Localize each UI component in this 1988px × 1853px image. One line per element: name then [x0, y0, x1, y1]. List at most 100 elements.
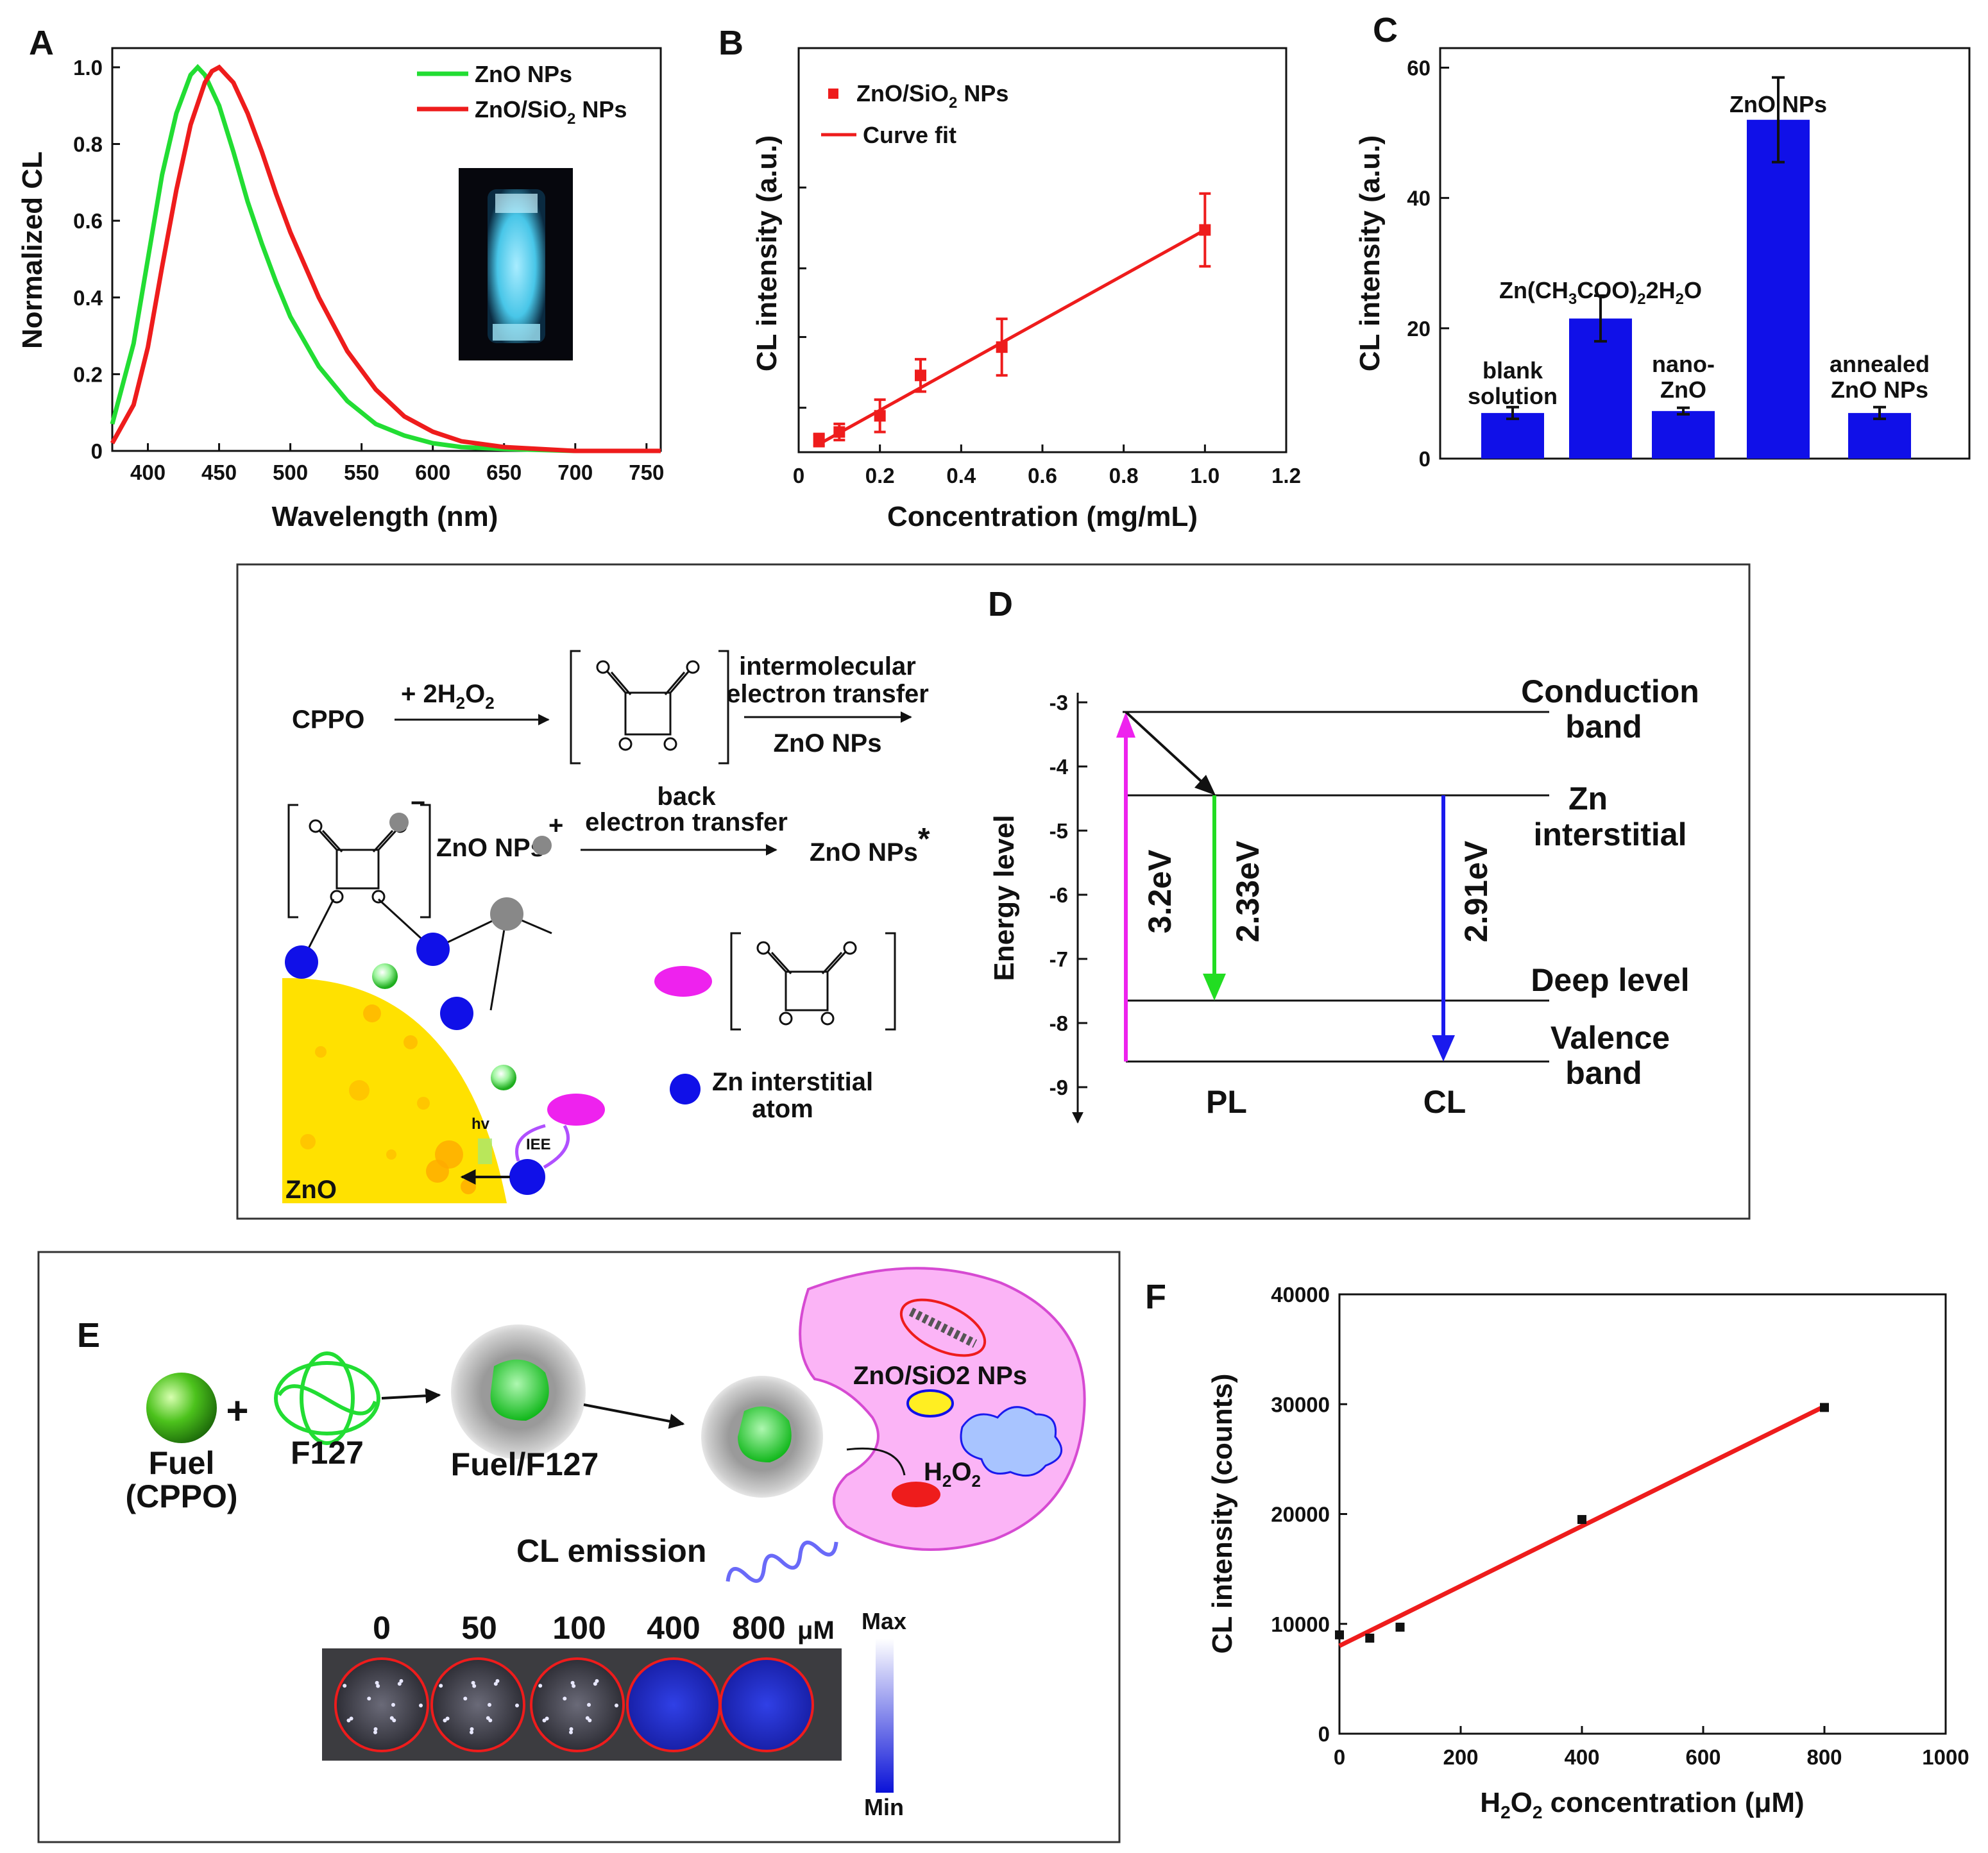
data-point-f [1820, 1403, 1829, 1412]
y-tick-label-f: 20000 [1271, 1503, 1330, 1527]
well-speck [346, 1718, 351, 1723]
scale-min-label: Min [864, 1794, 904, 1820]
well-speck [614, 1704, 618, 1708]
fuel-label-1: Fuel [149, 1445, 215, 1481]
panel-e-frame [37, 1251, 1121, 1843]
x-tick-label-f: 200 [1443, 1745, 1478, 1769]
electron-icon [389, 813, 409, 832]
axis-ticks-b: 0 0.2 0.4 0.6 0.8 1.0 1.2 [793, 186, 1301, 487]
data-point-b [874, 410, 886, 422]
zn-atom-icon [509, 1159, 545, 1195]
well [432, 1659, 524, 1751]
well-outline [719, 1657, 814, 1752]
radical-anion-structure [287, 804, 431, 918]
panel-e: E Fuel (CPPO) + F127 Fuel/F127 ZnO/SiO2 … [37, 1251, 1121, 1843]
energy-tick-label: -4 [1049, 755, 1069, 779]
y-tick-label-c: 0 [1419, 447, 1431, 471]
plot-frame-a [111, 47, 662, 452]
y-tick-label-f: 30000 [1271, 1392, 1330, 1416]
arrow-to-micelle [381, 1388, 441, 1404]
well-speck [470, 1727, 474, 1731]
x-tick-label-b: 1.2 [1271, 464, 1301, 487]
y-tick-label-f: 10000 [1271, 1612, 1330, 1636]
bar-label-zinc-acetate: Zn(CH3COO)22H2O [1499, 277, 1702, 308]
plus-charge: + [548, 811, 563, 840]
well-speck [495, 1679, 500, 1683]
bar-label-nano-zno-2: ZnO [1660, 377, 1706, 403]
series-line-zno-nps [110, 63, 661, 453]
well-speck [486, 1716, 490, 1720]
well-label-400: 400 [647, 1610, 700, 1646]
legend-label-b-fit: Curve fit [863, 122, 956, 148]
data-points-f [1335, 1403, 1829, 1643]
well-speck [493, 1682, 498, 1686]
data-points-b [813, 192, 1211, 448]
plot-frame-b [797, 47, 1287, 453]
data-point-b [813, 434, 825, 446]
data-point-b [1199, 224, 1211, 236]
well-speck [418, 1704, 423, 1708]
green-sphere-icon [491, 1065, 516, 1090]
hole-sphere-icon [490, 897, 523, 931]
bar-c [1848, 412, 1911, 459]
well-speck [376, 1684, 380, 1688]
magenta-ellipse-icon [547, 1094, 605, 1126]
well-speck [488, 1703, 491, 1707]
well-speck [349, 1716, 353, 1721]
level-label-valence-2: band [1565, 1055, 1642, 1091]
well-label-100: 100 [552, 1610, 606, 1646]
well-speck [373, 1727, 378, 1731]
f127-label: F127 [291, 1435, 364, 1471]
back-transfer-label-1: back [657, 783, 716, 811]
legend-label-zno-sio2: ZnO/SiO2 NPs [475, 96, 627, 128]
bar-c [1481, 412, 1544, 459]
well-speck [545, 1716, 549, 1721]
well-speck [595, 1679, 599, 1683]
panel-c: C 0 20 40 60 CL intensity (a.u.) blank solu… [1354, 11, 1971, 471]
x-tick-label-f: 400 [1564, 1745, 1599, 1769]
panel-label-e: E [77, 1316, 100, 1355]
x-tick-label-a: 450 [201, 461, 237, 484]
x-tick-label-a: 600 [415, 461, 450, 484]
well-speck [593, 1682, 597, 1686]
bar-label-blank-2: solution [1468, 383, 1558, 409]
y-axis-label-b: CL intensity (a.u.) [751, 135, 783, 371]
data-point-f [1365, 1634, 1375, 1643]
series-line-zno-sio2-nps [110, 64, 661, 453]
axis-ticks-c: 0 20 40 60 [1407, 56, 1449, 471]
well-speck [470, 1730, 474, 1734]
arrow-to-cell [583, 1403, 685, 1429]
x-tick-label-f: 800 [1806, 1745, 1842, 1769]
x-tick-label-f: 600 [1685, 1745, 1720, 1769]
panel-label-b: B [718, 24, 743, 62]
hole-icon [532, 836, 552, 855]
x-tick-label-b: 1.0 [1190, 464, 1219, 487]
well-unit: μM [797, 1616, 835, 1645]
legend-a: ZnO NPs ZnO/SiO2 NPs [417, 61, 627, 128]
bar-c [1652, 410, 1715, 459]
well-speck [367, 1696, 371, 1701]
pl-label: PL [1206, 1084, 1247, 1120]
plot-frame-f [1338, 1293, 1947, 1735]
zno-excited-label: ZnO NPs* [810, 822, 930, 867]
x-tick-label-f: 1000 [1922, 1745, 1969, 1769]
panel-d-frame [236, 563, 1751, 1220]
x-tick-label-b: 0.6 [1028, 464, 1057, 487]
panel-f: F 0 200 400 600 800 1000010000200003000040000… [1145, 1278, 1969, 1822]
y-tick-label-a: 0.4 [73, 286, 103, 310]
green-sphere-icon [372, 963, 398, 989]
y-tick-label-c: 40 [1407, 187, 1431, 210]
x-tick-label-a: 500 [273, 461, 308, 484]
well-speck [389, 1716, 394, 1720]
y-axis-label-a: Normalized CL [17, 151, 48, 349]
panel-label-c: C [1373, 11, 1398, 49]
x-tick-label-b: 0.2 [865, 464, 895, 487]
axis-ticks-a: 400 450 500 550 600 650 700 750 0 0.2 0.4 0.6 0.8 1.0 [73, 56, 664, 484]
nanoparticle-icon [906, 1389, 954, 1417]
level-label-conduction-1: Conduction [1521, 673, 1699, 709]
well-speck [570, 1680, 575, 1685]
minus-charge: − [411, 789, 425, 817]
level-label-valence-1: Valence [1550, 1020, 1670, 1056]
bar-label-blank-1: blank [1483, 357, 1543, 384]
panel-label-d: D [988, 585, 1013, 623]
